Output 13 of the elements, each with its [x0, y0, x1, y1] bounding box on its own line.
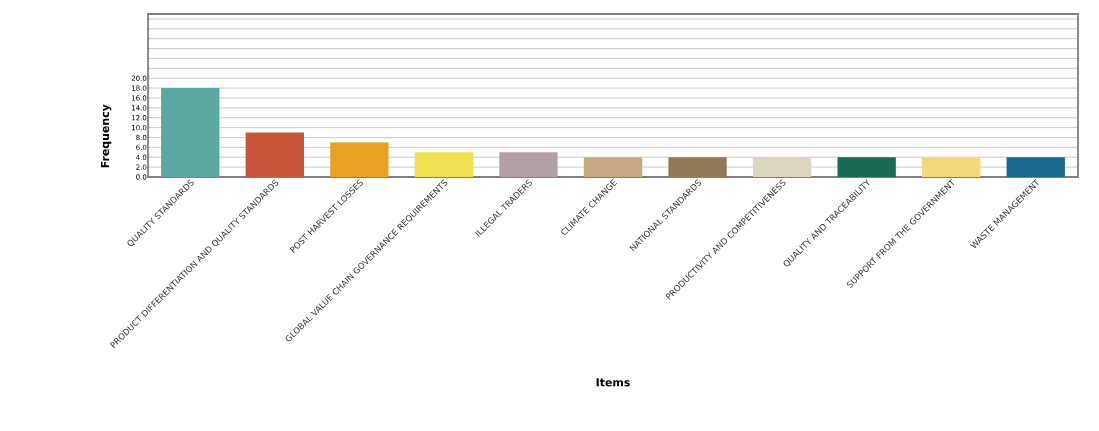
- bar: [245, 132, 304, 177]
- bar: [330, 142, 389, 177]
- bar: [668, 157, 727, 177]
- bar: [161, 88, 220, 177]
- bar: [752, 157, 812, 177]
- bar: [583, 157, 643, 177]
- bar: [1006, 157, 1065, 177]
- bar: [837, 157, 896, 177]
- bar: [922, 157, 981, 177]
- bar: [499, 152, 558, 177]
- y-axis-title: Frequency: [100, 104, 112, 168]
- bar: [414, 152, 474, 177]
- x-axis-title: Items: [596, 378, 630, 387]
